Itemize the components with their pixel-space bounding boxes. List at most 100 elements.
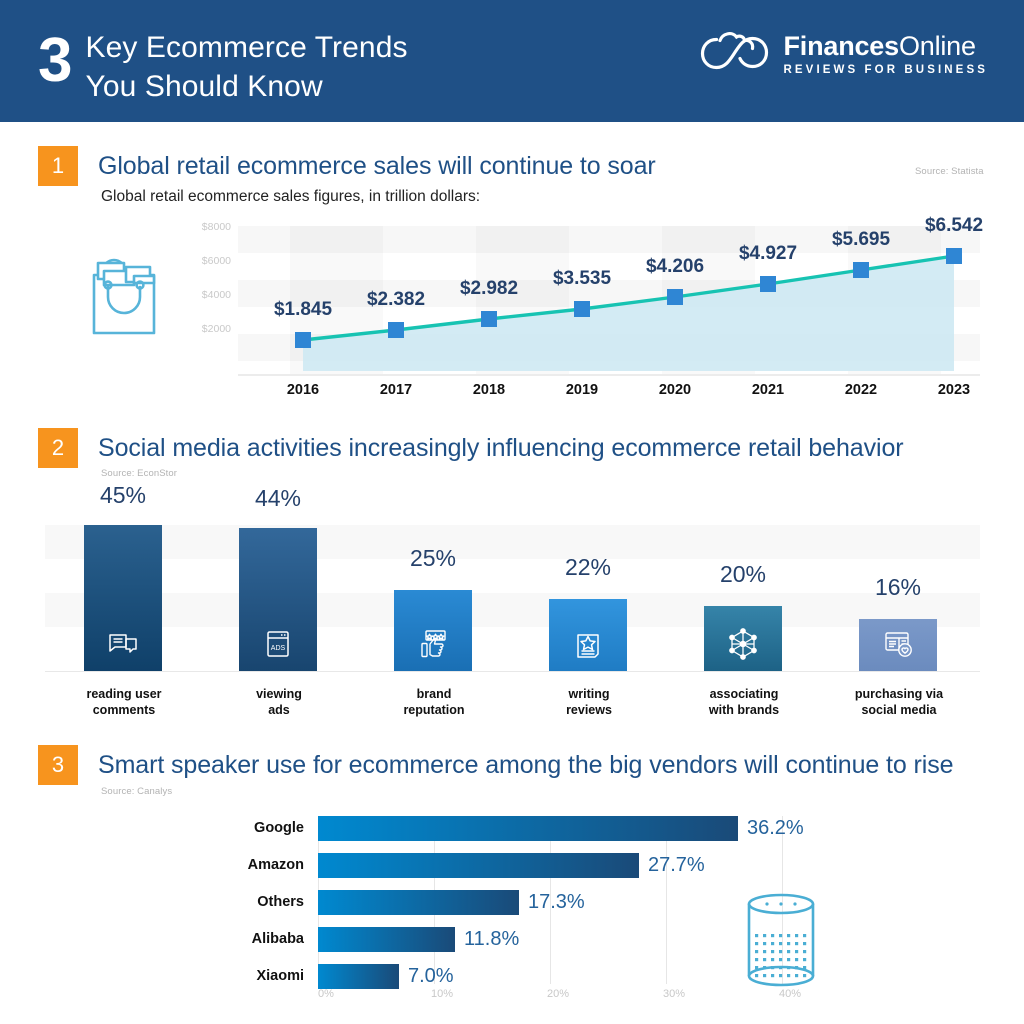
logo-text-group: FinancesOnline REVIEWS FOR BUSINESS <box>784 31 989 76</box>
bar-amazon <box>318 853 639 878</box>
review-star-icon <box>577 634 599 658</box>
y-axis-tick: $6000 <box>201 255 231 267</box>
section-1-source: Source: Statista <box>915 166 984 177</box>
grid-line <box>666 816 667 984</box>
bar-xiaomi <box>318 964 399 989</box>
data-label: 45% <box>99 482 147 508</box>
x-axis-tick: 2016 <box>286 382 320 398</box>
social-media-bar-chart: 45% ADS 44% 25% <box>45 482 980 672</box>
series-label: Alibaba <box>251 931 304 947</box>
x-axis-tick: 2020 <box>658 382 692 398</box>
logo-wordmark-light: Online <box>898 30 976 61</box>
series-label: Others <box>257 894 304 910</box>
table-row: Amazon 27.7% <box>248 853 818 878</box>
bar-purchasing-via-social-media <box>859 619 937 671</box>
table-row: Alibaba 11.8% <box>252 927 818 952</box>
bar-category-label: writing reviews <box>514 686 664 718</box>
x-axis-tick: 2022 <box>844 382 878 398</box>
network-brands-icon <box>729 628 757 660</box>
page-title-line2: You Should Know <box>85 70 323 103</box>
section-3-badge: 3 <box>38 745 78 785</box>
label-line: associating <box>709 687 779 701</box>
x-axis-tick: 2019 <box>565 382 599 398</box>
label-line: ads <box>268 703 290 717</box>
section-2-badge: 2 <box>38 428 78 468</box>
data-label: 20% <box>719 561 767 587</box>
x-axis-tick: 40% <box>778 988 802 1000</box>
section-2-header: 2 Social media activities increasingly i… <box>38 428 904 468</box>
section-3-header: 3 Smart speaker use for ecommerce among … <box>38 745 954 785</box>
data-label: 17.3% <box>528 891 585 913</box>
data-label: $4.206 <box>645 256 705 277</box>
grid-line <box>550 816 551 984</box>
logo-wordmark-bold: Finances <box>783 30 900 61</box>
bar-category-label: brand reputation <box>359 686 509 718</box>
ads-browser-icon: ADS <box>267 631 289 657</box>
section-1-title: Global retail ecommerce sales will conti… <box>98 152 656 180</box>
area-series <box>295 248 962 371</box>
bar-category-label: reading user comments <box>49 686 199 718</box>
label-line: reputation <box>403 703 465 717</box>
section-1-subtitle: Global retail ecommerce sales figures, i… <box>101 188 481 205</box>
data-label: 22% <box>564 554 612 580</box>
data-label: $4.927 <box>738 243 798 264</box>
label-line: reviews <box>566 703 612 717</box>
header-title-group: 3 Key Ecommerce Trends You Should Know <box>38 18 408 106</box>
data-label: $3.535 <box>552 268 612 289</box>
purchase-heart-icon <box>885 632 912 657</box>
section-1-header: 1 Global retail ecommerce sales will con… <box>38 146 656 186</box>
section-2-source: Source: EconStor <box>101 468 178 479</box>
label-line: writing <box>568 687 610 701</box>
label-line: with brands <box>708 703 780 717</box>
page-title: Key Ecommerce Trends You Should Know <box>85 18 407 106</box>
bar-reading-user-comments <box>84 525 162 671</box>
x-axis-tick: 2021 <box>751 382 785 398</box>
y-axis-tick: $2000 <box>201 323 231 335</box>
data-label: 25% <box>409 545 457 571</box>
comments-icon <box>109 634 137 653</box>
table-row: Xiaomi 7.0% <box>256 964 818 989</box>
series-label: Xiaomi <box>256 968 304 984</box>
bar-category-label: associating with brands <box>669 686 819 718</box>
thumbs-up-rating-icon <box>421 630 446 658</box>
data-label: $6.542 <box>924 215 984 236</box>
shopping-bag-icon <box>92 258 156 335</box>
chart-band <box>238 226 980 253</box>
chart-band <box>45 593 980 627</box>
ecommerce-sales-area-chart: $8000 $6000 $4000 $2000 $1.845 $2.382 $2… <box>202 215 983 398</box>
table-row: Google 36.2% <box>254 816 818 841</box>
brand-logo[interactable]: FinancesOnline REVIEWS FOR BUSINESS <box>700 30 989 76</box>
section-2-title: Social media activities increasingly inf… <box>98 434 904 462</box>
chart-band <box>45 525 980 559</box>
bar-google <box>318 816 738 841</box>
header-number: 3 <box>38 26 72 95</box>
data-label: $1.845 <box>273 299 333 320</box>
label-line: comments <box>92 703 156 717</box>
x-axis-tick: 0% <box>318 988 334 1000</box>
label-line: brand <box>416 687 452 701</box>
label-line: social media <box>861 703 937 717</box>
section-3-title: Smart speaker use for ecommerce among th… <box>98 751 954 779</box>
section-1-badge: 1 <box>38 146 78 186</box>
smart-speaker-icon <box>747 893 815 987</box>
bar-category-label: viewing ads <box>204 686 354 718</box>
data-label: $2.982 <box>459 278 519 299</box>
bar-associating-with-brands <box>704 606 782 671</box>
data-label: 36.2% <box>747 817 804 839</box>
bar-writing-reviews <box>549 599 627 671</box>
data-label: 16% <box>874 574 922 600</box>
bar-brand-reputation <box>394 590 472 671</box>
x-axis-tick: 10% <box>430 988 454 1000</box>
bar-category-label: purchasing via social media <box>824 686 974 718</box>
series-label: Google <box>254 820 304 836</box>
svg-text:ADS: ADS <box>271 645 286 652</box>
logo-tagline: REVIEWS FOR BUSINESS <box>783 63 988 76</box>
page-title-line1: Key Ecommerce Trends <box>85 31 408 64</box>
x-axis-line <box>45 671 980 672</box>
x-axis-line <box>238 374 980 376</box>
x-axis-tick: 20% <box>546 988 570 1000</box>
smart-speaker-bar-chart: Google 36.2% Amazon 27.7% Others 17.3% A… <box>248 816 818 1000</box>
x-axis-tick: 30% <box>662 988 686 1000</box>
financesonline-cloud-logo-icon <box>700 32 768 70</box>
y-axis-tick: $4000 <box>201 289 231 301</box>
